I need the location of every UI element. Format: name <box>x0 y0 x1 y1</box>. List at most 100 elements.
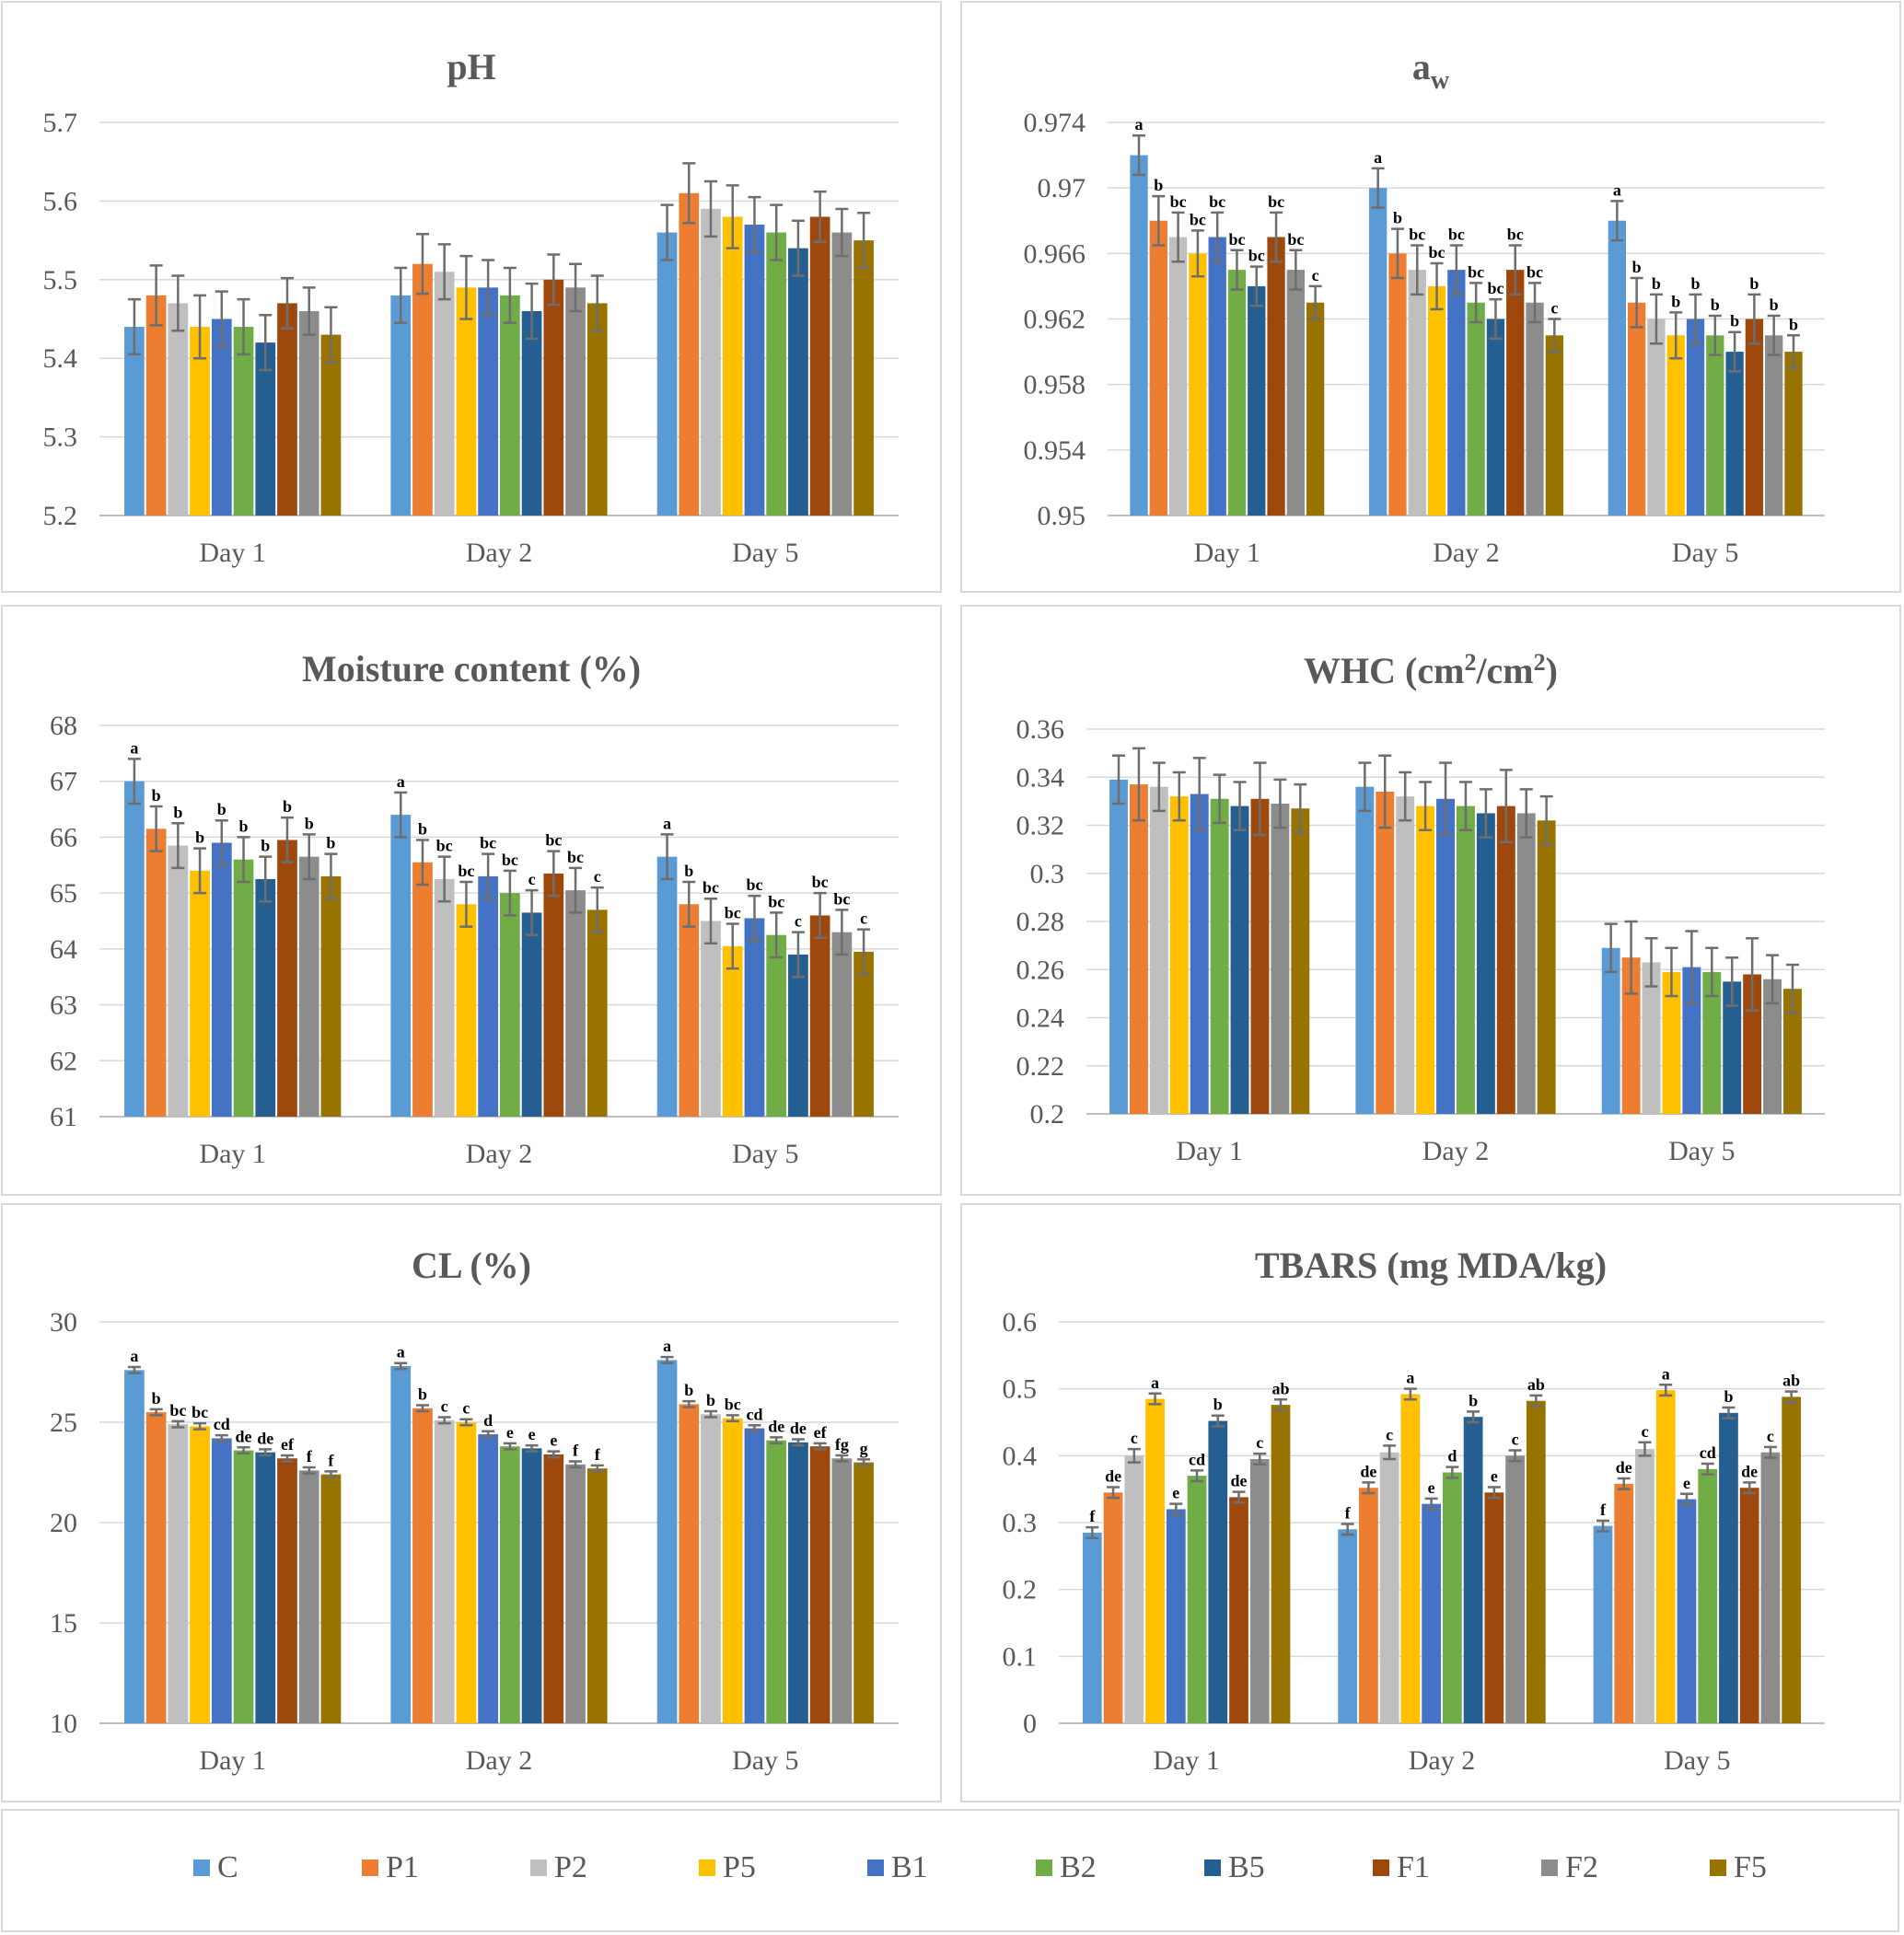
moisture-error-bar <box>726 922 739 970</box>
moisture-error-bar <box>459 880 473 928</box>
moisture-significance-label: bc <box>480 834 496 852</box>
whc-error-bar <box>1499 769 1513 844</box>
cl-error-bar <box>748 1424 761 1433</box>
tbars-error-bar <box>1529 1394 1543 1408</box>
tbars-significance-label: b <box>1469 1391 1478 1409</box>
ph-y-tick-label: 5.6 <box>43 186 78 216</box>
chart-ph: pH 5.2 5.3 5.4 5.5 5.6 5.7 Day 1 Day 2 Day 5 <box>1 1 942 593</box>
cl-x-category-label: Day 2 <box>466 1745 532 1776</box>
ph-y-tick-label: 5.3 <box>43 423 78 453</box>
tbars-error-bar <box>1211 1414 1225 1428</box>
cl-significance-label: g <box>860 1439 868 1457</box>
aw-bar-F5-day1 <box>1306 302 1325 516</box>
moisture-significance-label: a <box>663 814 671 832</box>
legend-label-B1: B1 <box>891 1850 928 1884</box>
tbars-error-bar <box>1784 1390 1798 1404</box>
cl-bar-P5-day1 <box>190 1426 210 1723</box>
moisture-bar-F2-day1 <box>298 856 319 1117</box>
ph-error-bar <box>280 276 294 330</box>
whc-x-category-label: Day 2 <box>1422 1136 1489 1166</box>
cl-significance-label: cd <box>746 1405 762 1423</box>
tbars-x-category-label: Day 1 <box>1153 1745 1219 1776</box>
aw-error-bar <box>1152 194 1166 247</box>
moisture-bar-F1-day2 <box>543 873 564 1117</box>
chart-tbars: TBARS (mg MDA/kg)00.10.20.30.40.50.6fdec… <box>960 1203 1901 1802</box>
aw-error-bar <box>1289 249 1303 291</box>
cl-significance-label: a <box>663 1337 671 1355</box>
aw-error-bar <box>1786 334 1800 370</box>
whc-error-bar <box>1766 954 1780 1005</box>
moisture-bar-C-day2 <box>390 815 412 1117</box>
legend-label-P5: P5 <box>723 1850 756 1884</box>
tbars-bar-F5-day1 <box>1271 1405 1291 1723</box>
cl-error-bar <box>324 1470 338 1479</box>
cl-bar-C-day2 <box>390 1365 412 1723</box>
tbars-significance-label: c <box>1386 1425 1393 1443</box>
whc-bar-C-day5 <box>1601 947 1620 1114</box>
aw-error-bar <box>1430 261 1444 311</box>
moisture-bar-B2-day1 <box>233 859 254 1117</box>
whc-title-main: WHC (cm <box>1304 650 1464 691</box>
whc-y-tick-label: 0.28 <box>1016 907 1065 937</box>
aw-error-bar <box>1449 244 1463 296</box>
moisture-significance-label: bc <box>746 875 762 894</box>
tbars-bar-B5-day2 <box>1463 1417 1483 1723</box>
tbars-significance-label: d <box>1447 1447 1457 1466</box>
moisture-significance-label: c <box>528 870 536 888</box>
aw-bar-P5-day5 <box>1666 335 1685 516</box>
cl-error-bar <box>149 1408 163 1417</box>
cl-bar-B5-day1 <box>255 1452 276 1723</box>
moisture-bar-B5-day1 <box>255 878 276 1117</box>
legend-label-B2: B2 <box>1060 1850 1097 1884</box>
moisture-error-bar <box>590 886 604 933</box>
aw-title-subscript: w <box>1431 66 1450 95</box>
tbars-significance-label: de <box>1105 1466 1121 1485</box>
cl-y-tick-label: 15 <box>50 1608 77 1639</box>
tbars-significance-label: ab <box>1527 1375 1545 1394</box>
whc-error-bar <box>1725 956 1739 1007</box>
ph-bar-B5-day1 <box>255 342 276 516</box>
tbars-error-bar <box>1383 1444 1397 1461</box>
cl-bar-P1-day1 <box>145 1412 167 1723</box>
aw-significance-label: b <box>1730 312 1739 330</box>
whc-y-tick-label: 0.34 <box>1016 762 1065 793</box>
tbars-error-bar <box>1743 1481 1757 1495</box>
whc-bar-P1-day5 <box>1621 957 1641 1114</box>
tbars-bar-C-day1 <box>1082 1532 1102 1723</box>
cl-significance-label: a <box>397 1343 405 1361</box>
moisture-significance-label: c <box>795 912 802 931</box>
ph-error-bar <box>215 290 228 348</box>
cl-error-bar <box>726 1414 739 1423</box>
aw-bar-P2-day2 <box>1408 270 1426 516</box>
cl-bar-B5-day2 <box>521 1448 542 1723</box>
ph-error-bar <box>791 219 805 277</box>
aw-error-bar <box>1528 282 1542 324</box>
whc-error-bar <box>1112 754 1126 805</box>
tbars-x-category-label: Day 2 <box>1409 1745 1475 1776</box>
ph-error-bar <box>394 266 408 325</box>
moisture-error-bar <box>482 852 495 900</box>
ph-title-main: pH <box>447 46 495 87</box>
ph-error-bar <box>726 184 739 249</box>
moisture-bar-F2-day5 <box>831 932 853 1117</box>
cl-bar-F2-day2 <box>565 1464 586 1723</box>
cl-error-bar <box>415 1404 429 1413</box>
moisture-error-bar <box>215 818 228 867</box>
cl-bar-B2-day2 <box>500 1446 520 1723</box>
tbars-error-bar <box>1107 1486 1120 1500</box>
moisture-error-bar <box>525 888 539 936</box>
ph-bar-B1-day1 <box>211 319 232 516</box>
moisture-error-bar <box>791 931 805 979</box>
moisture-significance-label: b <box>684 862 693 880</box>
aw-significance-label: b <box>1393 209 1402 227</box>
moisture-error-bar <box>547 850 561 898</box>
tbars-bar-P5-day2 <box>1400 1394 1421 1723</box>
legend-frame <box>1 1809 1899 1932</box>
aw-error-bar <box>1669 311 1683 360</box>
moisture-significance-label: b <box>195 828 204 847</box>
moisture-bar-P1-day2 <box>412 862 433 1117</box>
moisture-significance-label: bc <box>436 837 453 855</box>
aw-bar-B1-day5 <box>1686 319 1705 516</box>
